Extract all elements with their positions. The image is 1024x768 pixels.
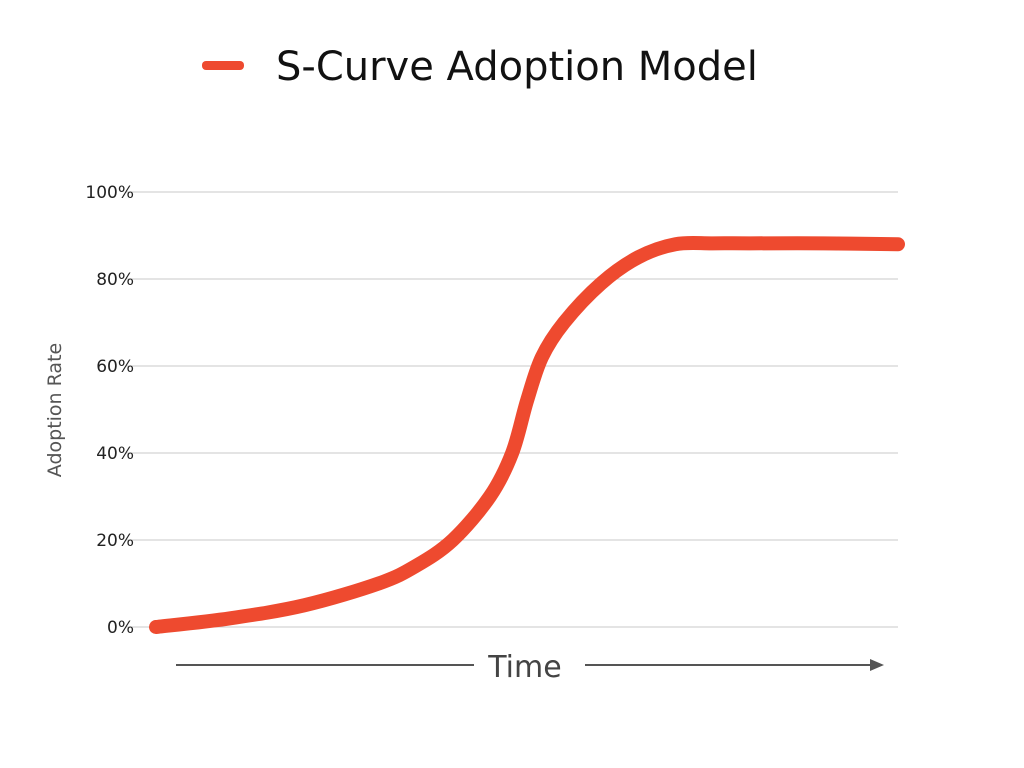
series-group	[149, 235, 905, 634]
series-line	[149, 235, 905, 634]
y-tick-label: 40%	[96, 444, 134, 464]
y-tick-label: 100%	[85, 183, 134, 203]
chart-legend: S-Curve Adoption Model	[202, 44, 758, 90]
y-tick-labels: 0% 20% 40% 60% 80% 100%	[85, 183, 134, 638]
y-axis-label: Adoption Rate	[44, 343, 66, 477]
x-axis-arrowhead	[870, 659, 884, 671]
gridlines	[126, 191, 898, 628]
chart-title: S-Curve Adoption Model	[276, 44, 758, 90]
y-tick-label: 60%	[96, 357, 134, 377]
y-tick-label: 80%	[96, 270, 134, 290]
x-axis-label: Time	[487, 650, 561, 685]
y-tick-label: 0%	[107, 618, 134, 638]
x-axis-arrow: Time	[176, 650, 884, 685]
y-tick-label: 20%	[96, 531, 134, 551]
legend-swatch	[202, 61, 244, 70]
